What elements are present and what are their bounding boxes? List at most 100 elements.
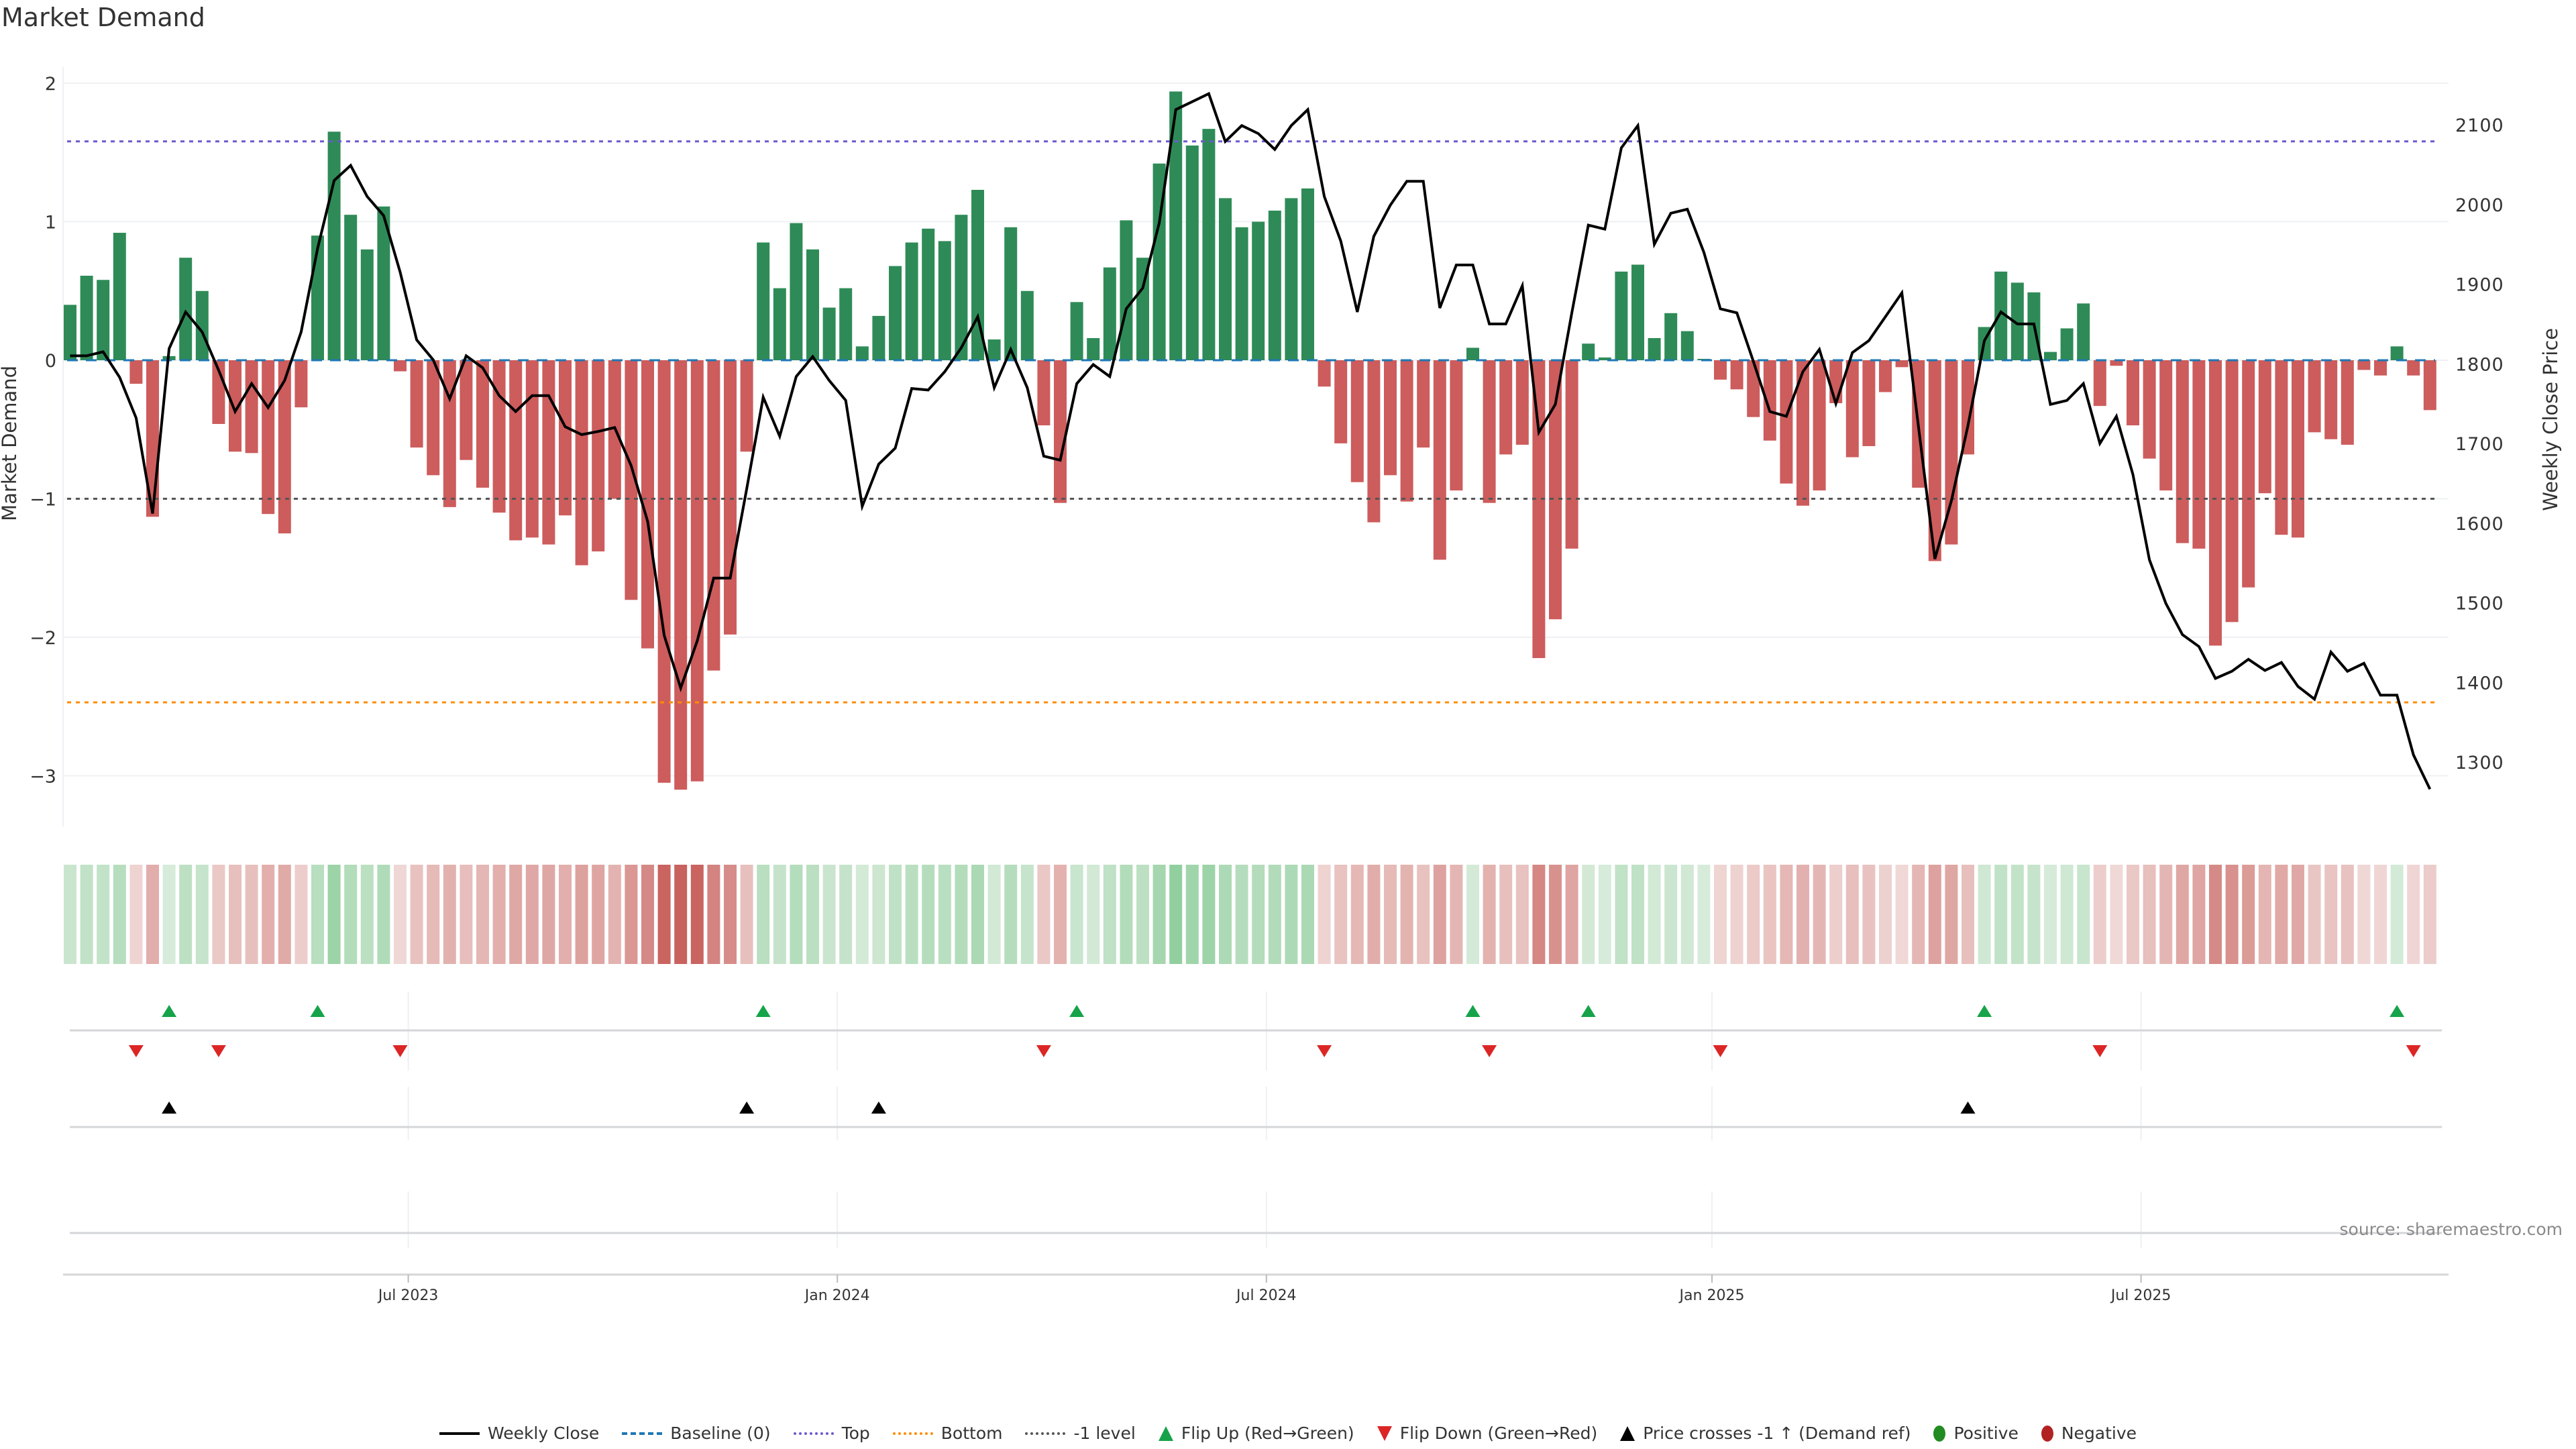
heat-strip-cell: [2324, 865, 2338, 964]
heat-strip-cell: [245, 865, 258, 964]
demand-bar: [2209, 360, 2222, 646]
heat-strip-cell: [1268, 865, 1281, 964]
heat-strip-cell: [1433, 865, 1446, 964]
heat-strip-cell: [1994, 865, 2008, 964]
demand-bar: [1829, 360, 1843, 404]
legend-item: Top: [793, 1424, 870, 1443]
price-cross-marker: [1960, 1102, 1976, 1114]
heat-strip-cell: [1499, 865, 1513, 964]
demand-bar: [855, 346, 869, 360]
heat-strip-cell: [1450, 865, 1463, 964]
demand-bar: [229, 360, 241, 452]
demand-bar: [625, 360, 638, 600]
heat-strip-cell: [1103, 865, 1116, 964]
demand-bar: [1532, 360, 1546, 658]
heat-strip-cell: [2209, 865, 2222, 964]
demand-bar: [690, 360, 704, 782]
demand-bar: [476, 360, 489, 488]
flip-down-marker: [392, 1045, 408, 1057]
demand-bar: [1680, 331, 1694, 360]
heat-strip-cell: [1763, 865, 1776, 964]
heat-strip-cell: [146, 865, 159, 964]
heat-strip-cell: [1532, 865, 1546, 964]
legend-line-icon: [793, 1432, 834, 1435]
heat-strip-cell: [443, 865, 456, 964]
heat-strip-cell: [2308, 865, 2321, 964]
demand-bar: [1384, 360, 1397, 476]
demand-bar: [2110, 360, 2123, 366]
demand-bar: [1087, 337, 1100, 360]
flip-down-marker: [128, 1045, 144, 1057]
heat-strip-cell: [2093, 865, 2106, 964]
demand-bar: [1747, 360, 1760, 417]
demand-bar: [2341, 360, 2354, 445]
heat-strip-cell: [262, 865, 275, 964]
demand-bar: [542, 360, 555, 545]
flip-up-marker: [1977, 1005, 1992, 1017]
heat-strip-cell: [1350, 865, 1364, 964]
y-tick-label: 0: [45, 351, 56, 372]
demand-bar: [773, 288, 786, 360]
demand-bar: [757, 242, 770, 360]
demand-bar: [1565, 360, 1578, 549]
heat-strip-cell: [1136, 865, 1149, 964]
heat-strip-cell: [1928, 865, 1941, 964]
demand-bar: [724, 360, 737, 635]
heat-strip-cell: [2010, 865, 2024, 964]
heat-strip-cell: [460, 865, 473, 964]
demand-bar: [360, 249, 374, 360]
demand-bar: [1285, 198, 1298, 360]
demand-bar: [707, 360, 720, 671]
demand-bar: [1268, 210, 1281, 360]
demand-bar: [674, 360, 688, 790]
demand-bar: [1235, 227, 1248, 360]
heat-strip-cell: [1087, 865, 1100, 964]
demand-bar: [1450, 360, 1463, 491]
heat-strip-cell: [1004, 865, 1018, 964]
heat-strip-cell: [1945, 865, 1958, 964]
heat-strip-cell: [360, 865, 374, 964]
demand-bar: [1962, 360, 1974, 455]
price-cross-marker: [162, 1102, 177, 1114]
demand-bar: [839, 288, 853, 360]
chart-title: Market Demand: [1, 3, 205, 32]
heat-strip-cell: [922, 865, 935, 964]
flip-up-marker: [310, 1005, 325, 1017]
circle-icon: [1933, 1425, 1946, 1442]
demand-bar: [525, 360, 539, 538]
heat-strip-cell: [1120, 865, 1133, 964]
heat-strip-cell: [1796, 865, 1809, 964]
flip-down-marker: [1317, 1045, 1332, 1057]
heat-strip-cell: [2044, 865, 2057, 964]
demand-bar: [1252, 221, 1265, 360]
heat-strip-cell: [1054, 865, 1067, 964]
heat-strip-cell: [1862, 865, 1876, 964]
demand-bar: [129, 360, 143, 384]
demand-bar: [2225, 360, 2239, 623]
demand-bar: [889, 266, 902, 360]
demand-bar: [1763, 360, 1776, 441]
legend-label: Negative: [2061, 1424, 2137, 1443]
heat-strip-cell: [1829, 865, 1843, 964]
circle-icon: [2041, 1425, 2053, 1442]
demand-bar: [1862, 360, 1876, 447]
triangle-down-icon: [1377, 1426, 1392, 1441]
heat-strip-cell: [327, 865, 341, 964]
demand-bar: [938, 241, 951, 360]
demand-bar: [1928, 360, 1941, 561]
y2-tick-label: 1800: [2455, 354, 2504, 375]
demand-bar: [1994, 271, 2008, 360]
y-axis-title: Market Demand: [0, 366, 21, 521]
triangle-up-icon: [1620, 1426, 1635, 1441]
heat-strip-cell: [2374, 865, 2387, 964]
heat-strip-cell: [1334, 865, 1348, 964]
heat-strip-cell: [707, 865, 720, 964]
demand-bar: [1433, 360, 1446, 560]
demand-bar: [460, 360, 473, 460]
heat-strip-cell: [559, 865, 572, 964]
demand-bar: [1152, 163, 1166, 360]
heat-strip-cell: [625, 865, 638, 964]
flip-up-marker: [2390, 1005, 2405, 1017]
heat-strip-cell: [872, 865, 885, 964]
demand-bar: [179, 258, 193, 360]
